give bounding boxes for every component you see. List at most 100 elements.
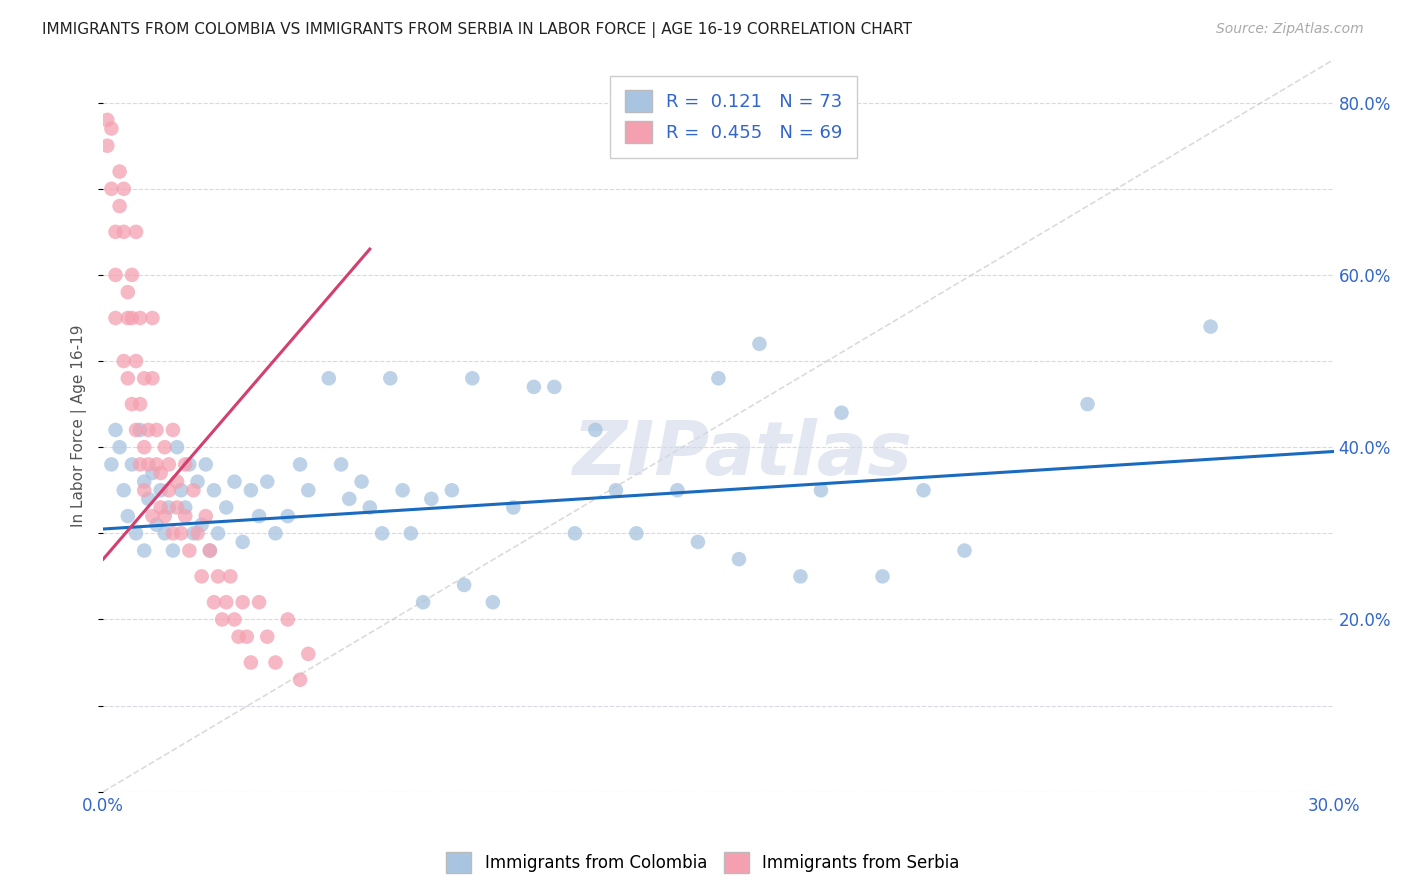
Legend: Immigrants from Colombia, Immigrants from Serbia: Immigrants from Colombia, Immigrants fro… [440,846,966,880]
Point [121,458,143,472]
Point [420,491,443,506]
Point [371,526,394,541]
Point [239,483,262,498]
Point [228,630,250,644]
Point [157,458,180,472]
Point [198,543,221,558]
Point [224,612,246,626]
Point [337,491,360,506]
Point [117,371,139,385]
Point [153,526,176,541]
Point [207,569,229,583]
Point [207,526,229,541]
Point [149,483,172,498]
Point [543,380,565,394]
Point [239,656,262,670]
Point [830,406,852,420]
Point [232,595,254,609]
Point [145,458,167,472]
Text: IMMIGRANTS FROM COLOMBIA VS IMMIGRANTS FROM SERBIA IN LABOR FORCE | AGE 16-19 CO: IMMIGRANTS FROM COLOMBIA VS IMMIGRANTS F… [42,22,912,38]
Text: Source: ZipAtlas.com: Source: ZipAtlas.com [1216,22,1364,37]
Point [117,509,139,524]
Point [391,483,413,498]
Point [256,630,278,644]
Point [359,500,381,515]
Point [100,458,122,472]
Point [198,543,221,558]
Point [141,509,163,524]
Point [157,500,180,515]
Point [187,475,209,489]
Point [112,182,135,196]
Text: ZIPatlas: ZIPatlas [574,418,912,491]
Point [136,458,159,472]
Point [121,310,143,325]
Point [104,423,127,437]
Point [707,371,730,385]
Point [100,182,122,196]
Point [157,483,180,498]
Point [129,397,152,411]
Point [121,268,143,282]
Point [224,475,246,489]
Point [626,526,648,541]
Point [810,483,832,498]
Point [104,268,127,282]
Point [117,285,139,300]
Point [129,458,152,472]
Point [1199,319,1222,334]
Point [202,595,225,609]
Point [502,500,524,515]
Point [605,483,627,498]
Point [183,483,205,498]
Point [953,543,976,558]
Point [125,225,148,239]
Y-axis label: In Labor Force | Age 16-19: In Labor Force | Age 16-19 [72,325,87,527]
Point [183,526,205,541]
Point [288,458,311,472]
Point [153,440,176,454]
Point [166,500,188,515]
Point [141,310,163,325]
Point [728,552,751,566]
Point [108,164,131,178]
Point [236,630,259,644]
Point [202,483,225,498]
Point [134,371,156,385]
Point [141,371,163,385]
Point [187,526,209,541]
Point [104,310,127,325]
Point [247,595,270,609]
Point [125,354,148,368]
Point [179,458,201,472]
Point [453,578,475,592]
Point [174,509,197,524]
Point [145,517,167,532]
Point [277,612,299,626]
Point [166,475,188,489]
Point [264,656,287,670]
Point [190,517,212,532]
Point [136,423,159,437]
Point [264,526,287,541]
Point [380,371,402,385]
Point [872,569,894,583]
Point [149,500,172,515]
Point [129,423,152,437]
Point [162,423,184,437]
Point [100,121,122,136]
Point [297,483,319,498]
Point [108,199,131,213]
Point [153,509,176,524]
Point [211,612,233,626]
Point [174,458,197,472]
Point [108,440,131,454]
Point [564,526,586,541]
Point [149,466,172,480]
Point [125,423,148,437]
Point [134,543,156,558]
Point [523,380,546,394]
Point [318,371,340,385]
Point [482,595,505,609]
Point [162,526,184,541]
